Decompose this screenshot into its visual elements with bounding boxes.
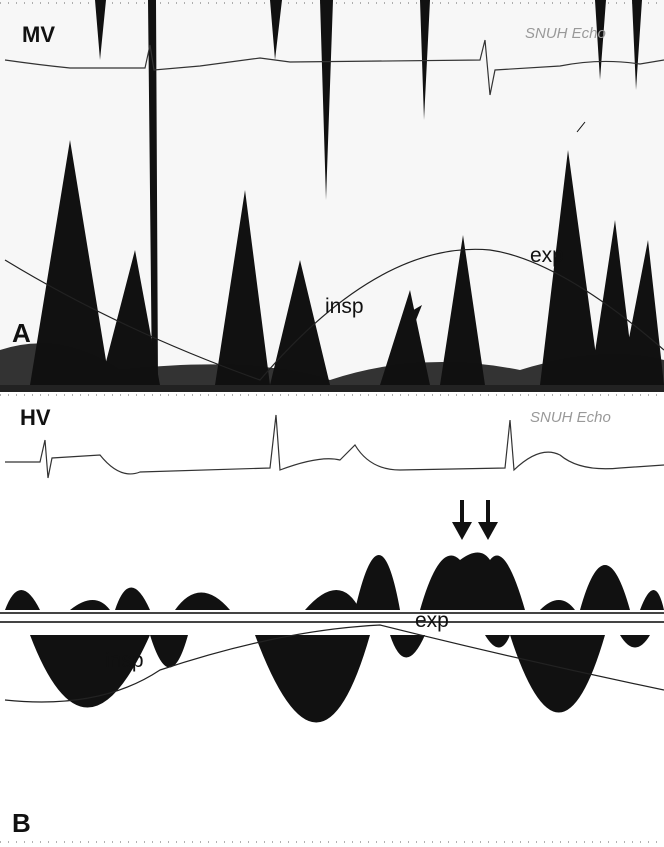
annotation: exp (415, 609, 449, 632)
annotation: insp (105, 649, 144, 672)
panel-title: MV (22, 22, 55, 47)
annotation: exp (530, 244, 564, 267)
panel-title: HV (20, 405, 51, 430)
panel-a: MV SNUH Echo insp exp A (0, 0, 664, 385)
panel-b: HV SNUH Echo insp exp B (0, 394, 664, 843)
watermark: SNUH Echo (530, 409, 611, 426)
panel-label: A (12, 318, 31, 348)
panel-label: B (12, 808, 31, 838)
annotation: insp (325, 295, 364, 318)
watermark: SNUH Echo (525, 25, 606, 42)
